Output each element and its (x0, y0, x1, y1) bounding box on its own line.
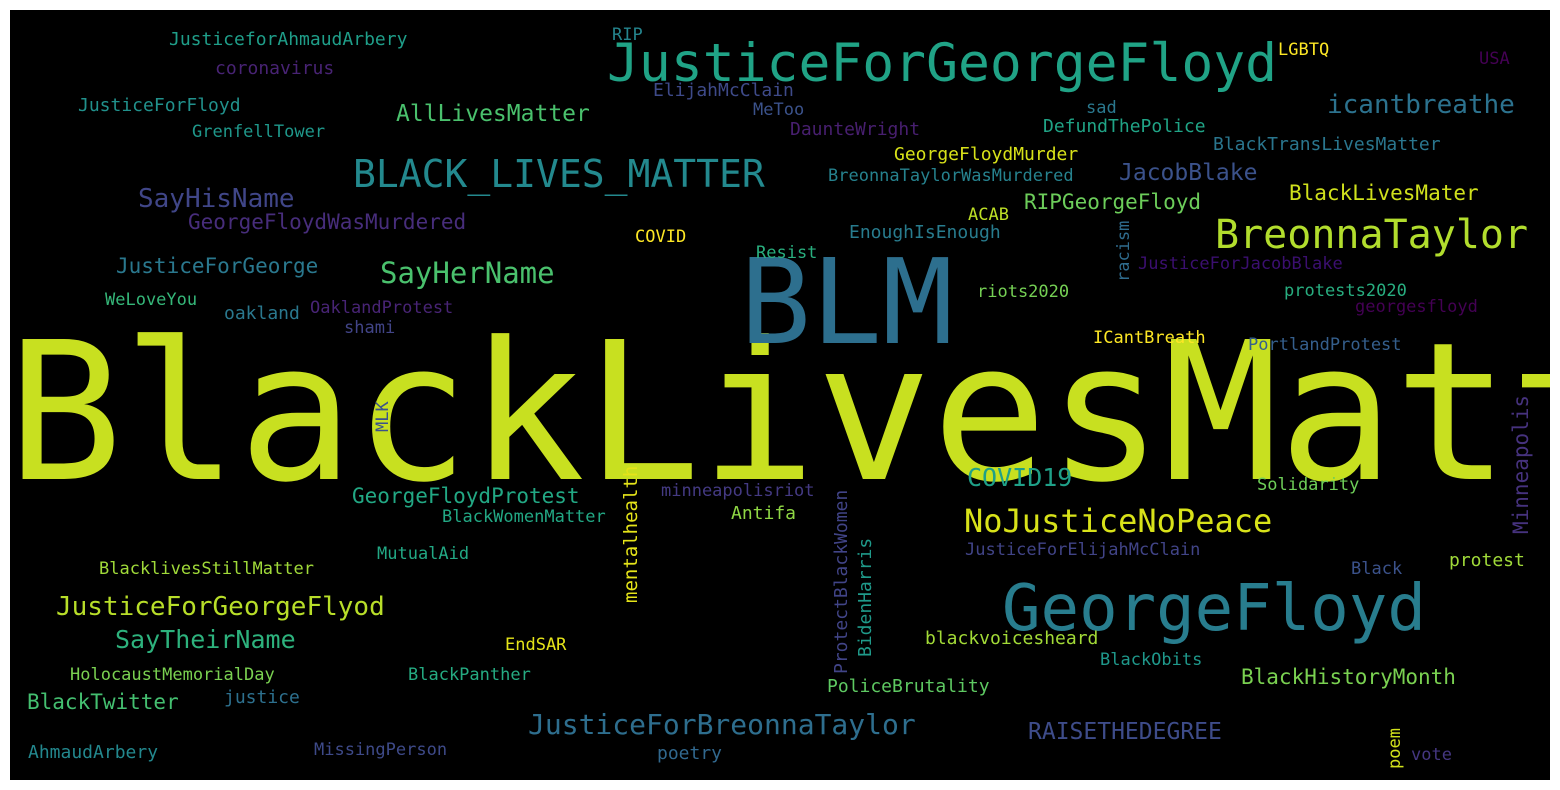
word-blacktwitter: BlackTwitter (27, 690, 179, 714)
word-racism: racism (1114, 220, 1134, 282)
word-sad: sad (1086, 98, 1117, 118)
word-georgefloyd: GeorgeFloyd (1002, 572, 1426, 646)
word-solidarity: Solidarity (1257, 475, 1360, 495)
word-ripgeorgefloyd: RIPGeorgeFloyd (1024, 190, 1202, 214)
word-policebrutality: PoliceBrutality (827, 676, 990, 697)
word-usa: USA (1479, 49, 1510, 69)
word-jacobblake: JacobBlake (1119, 160, 1258, 186)
word-antifa: Antifa (731, 503, 797, 524)
word-justiceforjacobblake: JusticeForJacobBlake (1138, 254, 1343, 274)
word-minneapolisriot: minneapolisriot (661, 481, 815, 501)
word-portlandprotest: PortlandProtest (1248, 335, 1402, 355)
word-nojusticenopeace: NoJusticeNoPeace (964, 502, 1273, 540)
word-georgefloydmurder: GeorgeFloydMurder (894, 144, 1079, 165)
word-georgesfloyd: georgesfloyd (1355, 297, 1478, 317)
word-covid: COVID (635, 227, 687, 247)
word-dauntewright: DaunteWright (790, 119, 921, 140)
word-blackvoicesheard: blackvoicesheard (925, 628, 1099, 649)
word-elijahmcclain: ElijahMcClain (653, 80, 794, 101)
word-justice: justice (224, 687, 300, 708)
word-blacklivesmatter: BlackLivesMatter (10, 302, 1550, 525)
word-protests2020: protests2020 (1284, 281, 1407, 301)
word-blackwomenmatter: BlackWomenMatter (442, 507, 606, 527)
word-blacklivesmater: BlackLivesMater (1289, 181, 1479, 205)
word-mlk: MLK (373, 401, 393, 432)
word-cloud: BlackLivesMatter BLM JusticeForGeorgeFlo… (10, 10, 1550, 780)
word-missingperson: MissingPerson (314, 740, 448, 760)
word-poetry: poetry (657, 743, 723, 764)
word-weloveyou: WeLoveYou (105, 290, 198, 310)
word-protest: protest (1449, 550, 1525, 571)
word-georgefloydprotest: GeorgeFloydProtest (352, 484, 580, 508)
word-mentalhealth: mentalhealth (620, 465, 642, 603)
word-riots2020: riots2020 (977, 282, 1070, 302)
word-breonnataylorwasmurdered: BreonnaTaylorWasMurdered (828, 166, 1074, 186)
word-minneapolis: Minneapolis (1509, 394, 1533, 534)
word-grenfelltower: GrenfellTower (192, 122, 326, 142)
word-rip: RIP (612, 25, 643, 45)
word-icantbreath: ICantBreath (1093, 328, 1206, 348)
word-resist: Resist (756, 243, 818, 263)
word-black: Black (1351, 559, 1403, 579)
word-justiceforgeorgeflyod: JusticeForGeorgeFlyod (56, 592, 385, 622)
word-black-lives-matter: BLACK_LIVES_MATTER (353, 152, 765, 196)
word-lgbtq: LGBTQ (1278, 40, 1330, 60)
word-protectblackwomen: ProtectBlackWomen (831, 489, 852, 674)
word-vote: vote (1411, 745, 1452, 765)
word-blackpanther: BlackPanther (408, 665, 531, 685)
word-justiceforgeorge: JusticeForGeorge (116, 254, 319, 278)
word-blm: BLM (740, 233, 954, 371)
word-blacktranslivesmatter: BlackTransLivesMatter (1213, 134, 1441, 155)
word-ahmaudarbery: AhmaudArbery (28, 742, 159, 763)
word-justiceforfloyd: JusticeForFloyd (78, 95, 241, 116)
word-alllivesmatter: AllLivesMatter (396, 101, 590, 127)
word-saytheirname: SayTheirName (115, 625, 296, 654)
word-justiceforgeorgefloyd: JusticeForGeorgeFloyd (607, 33, 1278, 94)
word-sayhername: SayHerName (380, 256, 555, 290)
word-covid19: COVID19 (967, 463, 1073, 492)
word-acab: ACAB (968, 205, 1009, 225)
word-endsar: EndSAR (505, 635, 567, 655)
word-justiceforahmaudarbery: JusticeforAhmaudArbery (169, 29, 408, 50)
word-shami: shami (344, 318, 396, 338)
word-blackobits: BlackObits (1100, 650, 1203, 670)
word-defundthepolice: DefundThePolice (1043, 116, 1206, 137)
word-justiceforbreonnataylor: JusticeForBreonnaTaylor (528, 708, 916, 741)
word-breonnataylor: BreonnaTaylor (1215, 212, 1529, 258)
word-blackhistorymonth: BlackHistoryMonth (1241, 665, 1456, 689)
word-icantbreathe: icantbreathe (1327, 90, 1515, 120)
word-oakland: oakland (224, 303, 300, 324)
word-georgefloydwasmurdered: GeorgeFloydWasMurdered (188, 210, 467, 234)
word-justiceforelijahmcclain: JusticeForElijahMcClain (965, 540, 1201, 560)
word-coronavirus: coronavirus (215, 58, 335, 79)
word-raisethedegree: RAISETHEDEGREE (1028, 719, 1222, 745)
word-enoughisenough: EnoughIsEnough (849, 222, 1001, 243)
word-holocaustmemorialday: HolocaustMemorialDay (70, 665, 275, 685)
word-metoo: MeToo (753, 100, 805, 120)
word-blacklivesstillmatter: BlacklivesStillMatter (99, 559, 314, 579)
word-bidenharris: BidenHarris (855, 537, 876, 657)
word-mutualaid: MutualAid (377, 544, 470, 564)
word-sayhisname: SayHisName (138, 184, 295, 214)
word-oaklandprotest: OaklandProtest (310, 298, 454, 318)
word-poem: poem (1385, 728, 1405, 769)
